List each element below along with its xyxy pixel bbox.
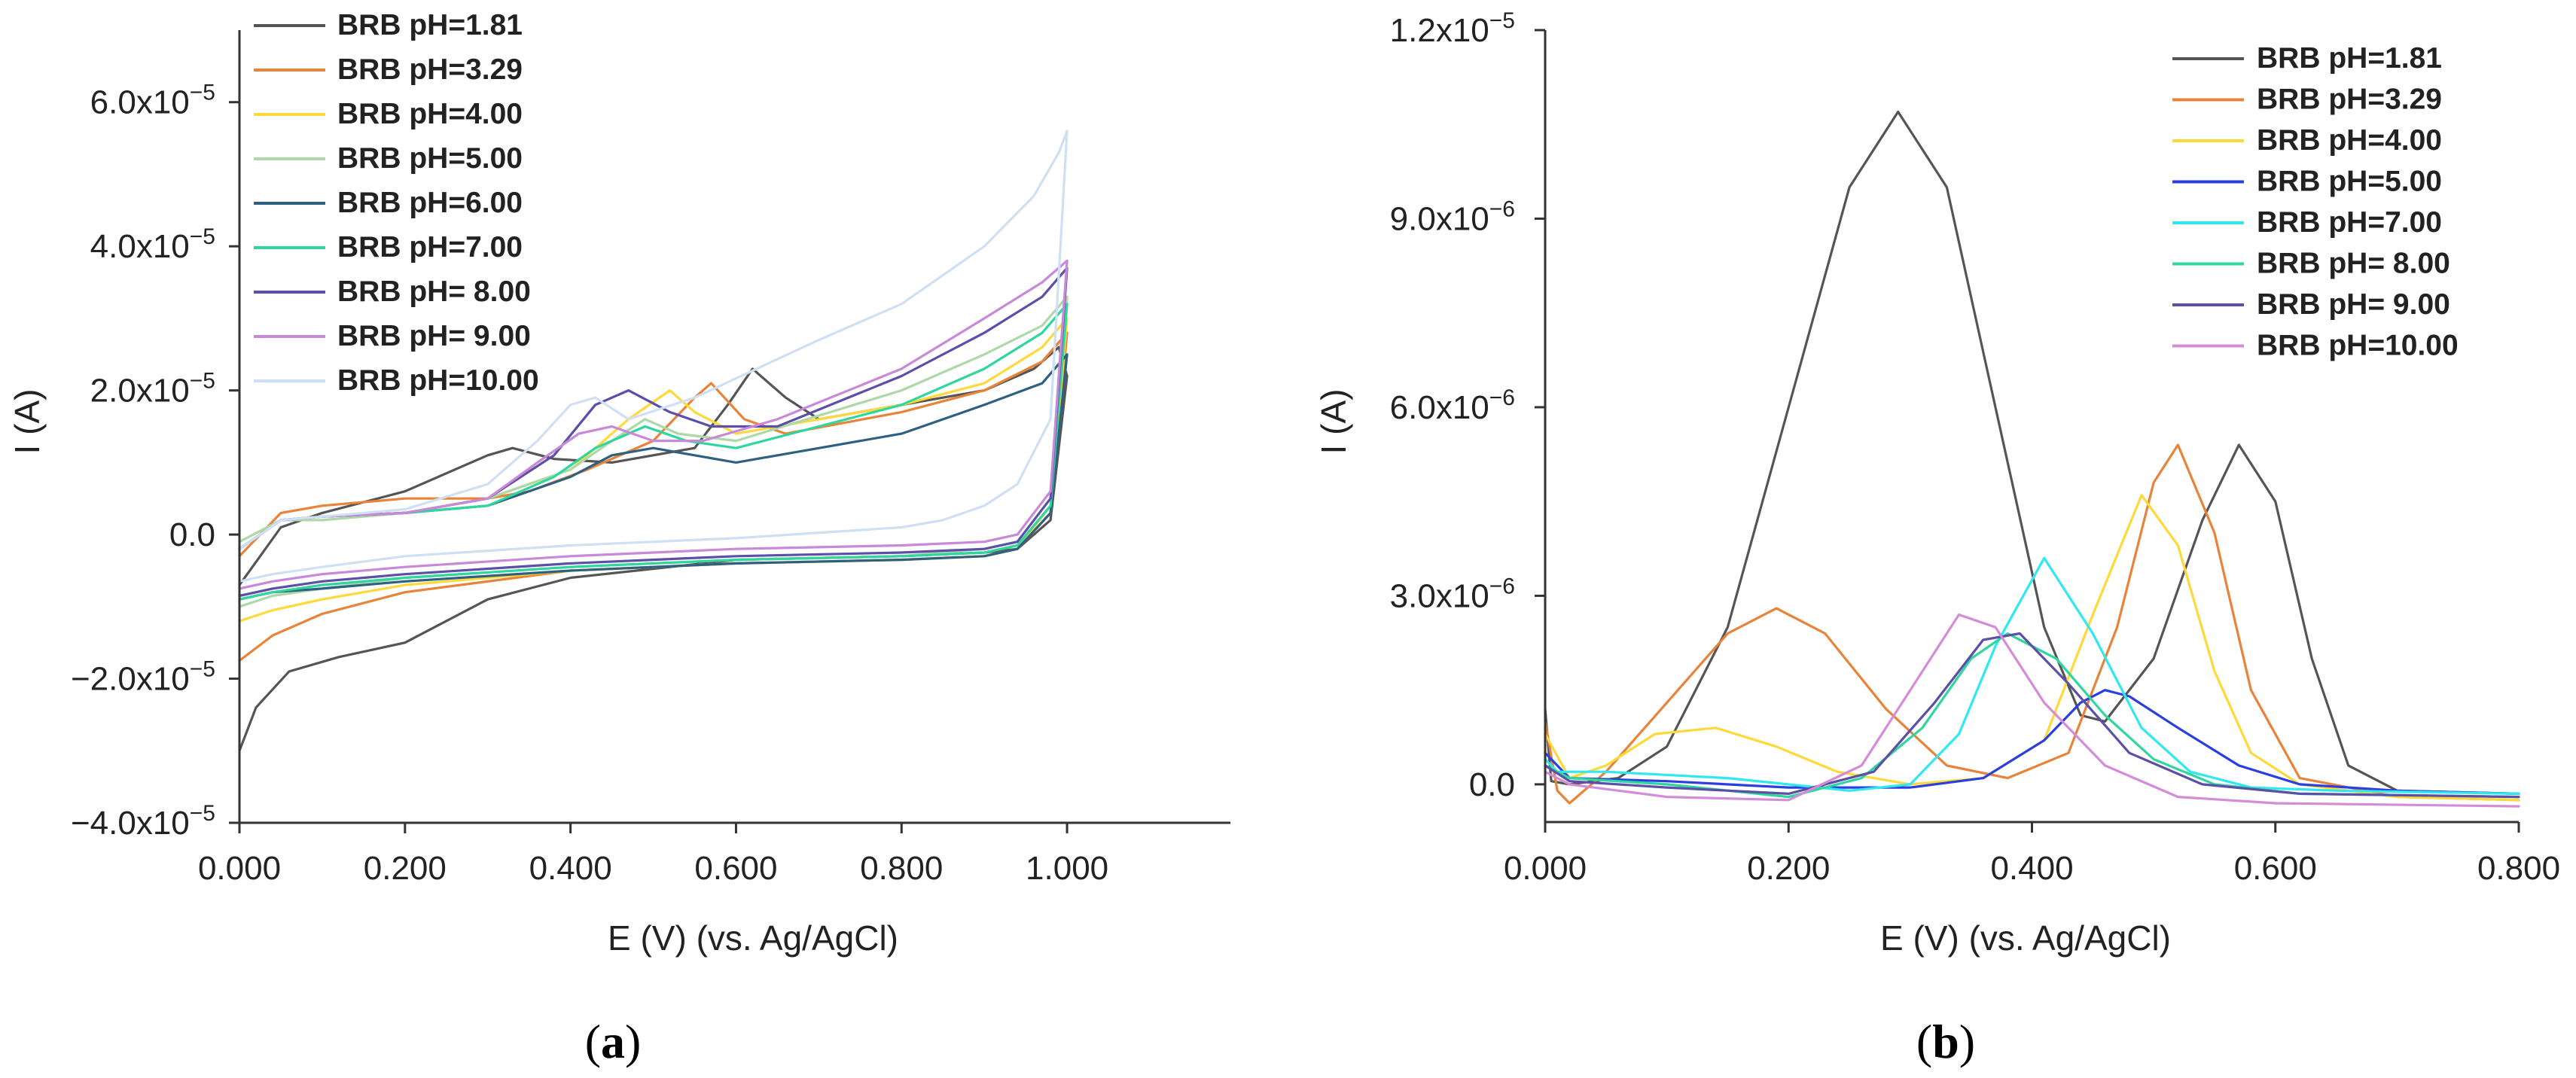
panel-a-legend-label: BRB pH=3.29: [337, 53, 523, 86]
panel-a-curves: [238, 129, 1069, 752]
panel-b-series-line-4: [1544, 689, 2520, 795]
y-tick-exponent: −5: [190, 801, 215, 826]
y-tick-mantissa: 3.0x10: [1390, 577, 1489, 614]
panel-a-x-axis-label: E (V) (vs. Ag/AgCl): [608, 918, 898, 958]
panel-a-letter: a: [601, 1015, 625, 1068]
y-tick-mantissa: 0.0: [169, 516, 215, 553]
panel-a-series-line-1: [238, 346, 1069, 752]
panel-b-legend-label: BRB pH=5.00: [2257, 166, 2442, 198]
y-tick-exponent: −6: [1489, 196, 1515, 221]
panel-a-y-tick-label: −2.0x10−5: [71, 657, 215, 698]
panel-a-y-tick-label: 6.0x10−5: [90, 81, 215, 121]
y-tick-mantissa: 9.0x10: [1390, 200, 1489, 237]
panel-b-curves: [1544, 110, 2520, 808]
panel-a-legend-label: BRB pH= 9.00: [337, 320, 531, 352]
y-tick-mantissa: 6.0x10: [90, 84, 190, 121]
panel-b-x-tick-label: 0.600: [2234, 850, 2317, 887]
panel-a-x-tick-label: 0.800: [860, 850, 943, 887]
panel-a-y-tick-label: 2.0x10−5: [90, 369, 215, 410]
panel-b-legend-label: BRB pH=1.81: [2257, 42, 2442, 75]
panel-a-legend-label: BRB pH=5.00: [337, 142, 523, 175]
panel-a-y-axis-label: I (A): [8, 389, 47, 455]
panel-a-legend: BRB pH=1.81 BRB pH=3.29 BRB pH=4.00 BRB pH=…: [254, 9, 539, 397]
y-tick-mantissa: 6.0x10: [1390, 389, 1489, 426]
panel-b-legend-label: BRB pH= 8.00: [2257, 248, 2450, 280]
panel-a-x-tick-label: 1.000: [1026, 850, 1108, 887]
panel-a-y-ticks: −4.0x10−5−2.0x10−50.02.0x10−54.0x10−56.0…: [71, 81, 239, 842]
panel-a-legend-label: BRB pH=10.00: [337, 364, 539, 397]
y-tick-exponent: −5: [1489, 8, 1515, 33]
panel-b-y-tick-label: 0.0: [1469, 766, 1515, 803]
panel-b-x-ticks: 0.000 0.200 0.400 0.600 0.800: [1504, 822, 2560, 887]
panel-a-series-line-7: [238, 266, 1069, 598]
panel-b-y-ticks: 0.03.0x10−66.0x10−69.0x10−61.2x10−5: [1390, 8, 1545, 803]
panel-a-legend-label: BRB pH=7.00: [337, 231, 523, 263]
panel-b-x-axis-label: E (V) (vs. Ag/AgCl): [1880, 918, 2171, 958]
panel-a-legend-label: BRB pH=1.81: [337, 9, 523, 41]
panel-b-legend-label: BRB pH= 9.00: [2257, 288, 2450, 321]
panel-b-series-line-2: [1544, 443, 2520, 805]
y-tick-mantissa: −2.0x10: [71, 661, 190, 698]
panel-b-y-tick-label: 1.2x10−5: [1390, 8, 1515, 49]
panel-b-y-tick-label: 3.0x10−6: [1390, 574, 1515, 614]
panel-b-y-axis-label: I (A): [1314, 389, 1353, 455]
panel-a-legend-label: BRB pH=6.00: [337, 187, 523, 219]
panel-b-legend-label: BRB pH=4.00: [2257, 124, 2442, 157]
panel-b-legend: BRB pH=1.81 BRB pH=3.29 BRB pH=4.00 BRB pH=…: [2172, 42, 2459, 362]
panel-b-legend-label: BRB pH=10.00: [2257, 330, 2459, 362]
panel-b-x-tick-label: 0.800: [2477, 850, 2560, 887]
panel-a-x-tick-label: 0.200: [364, 850, 447, 887]
y-tick-exponent: −5: [190, 657, 215, 682]
panel-a: −4.0x10−5−2.0x10−50.02.0x10−54.0x10−56.0…: [8, 9, 1230, 1068]
panel-b-x-tick-label: 0.400: [1990, 850, 2073, 887]
panel-b-y-tick-label: 9.0x10−6: [1390, 196, 1515, 237]
panel-b-legend-label: BRB pH=3.29: [2257, 84, 2442, 116]
panel-b-letter: b: [1932, 1015, 1959, 1068]
y-tick-mantissa: 0.0: [1469, 766, 1515, 803]
panel-b-x-tick-label: 0.000: [1504, 850, 1587, 887]
y-tick-mantissa: 4.0x10: [90, 228, 190, 265]
y-tick-exponent: −5: [190, 81, 215, 105]
panel-a-legend-label: BRB pH= 8.00: [337, 276, 531, 308]
panel-a-series-line-6: [238, 303, 1069, 601]
panel-b-series-line-7: [1544, 632, 2520, 799]
y-tick-exponent: −6: [1489, 385, 1515, 410]
y-tick-mantissa: 1.2x10: [1390, 12, 1489, 49]
y-tick-mantissa: 2.0x10: [90, 373, 190, 410]
y-tick-mantissa: −4.0x10: [71, 805, 190, 842]
panel-b-label: (b): [1916, 1015, 1975, 1068]
panel-b-series-line-1: [1544, 110, 2520, 795]
panel-a-y-tick-label: −4.0x10−5: [71, 801, 215, 842]
panel-b-series-line-5: [1544, 556, 2520, 795]
y-tick-exponent: −6: [1489, 574, 1515, 598]
panel-a-series-line-9: [238, 129, 1069, 583]
panel-b-series-line-8: [1544, 613, 2520, 808]
panel-a-legend-label: BRB pH=4.00: [337, 98, 523, 130]
panel-b: 0.03.0x10−66.0x10−69.0x10−61.2x10−5 0.00…: [1314, 8, 2560, 1068]
panel-a-y-tick-label: 0.0: [169, 516, 215, 553]
panel-b-y-tick-label: 6.0x10−6: [1390, 385, 1515, 426]
panel-a-x-tick-label: 0.400: [529, 850, 612, 887]
panel-b-series-line-6: [1544, 632, 2520, 799]
panel-b-legend-label: BRB pH=7.00: [2257, 206, 2442, 239]
panel-a-x-tick-label: 0.000: [198, 850, 281, 887]
panel-b-x-tick-label: 0.200: [1747, 850, 1830, 887]
panel-a-x-tick-label: 0.600: [694, 850, 777, 887]
y-tick-exponent: −5: [190, 369, 215, 394]
panel-a-series-line-8: [238, 259, 1069, 590]
panel-a-y-tick-label: 4.0x10−5: [90, 224, 215, 265]
panel-a-x-ticks: 0.000 0.200 0.400 0.600 0.800 1.000: [198, 823, 1108, 887]
panel-a-label: (a): [585, 1015, 642, 1068]
y-tick-exponent: −5: [190, 224, 215, 249]
